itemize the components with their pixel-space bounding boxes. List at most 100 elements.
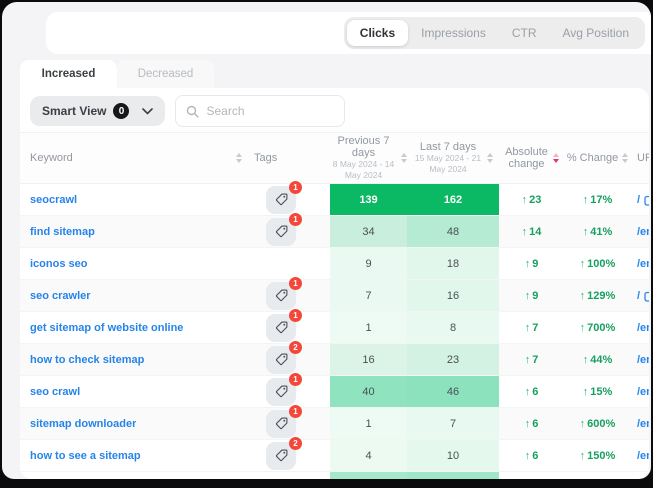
keyword-link[interactable]: how to check sitemap: [30, 353, 145, 366]
percent-change-column-header: % Change: [566, 152, 619, 164]
prev-clicks-cell: 9: [330, 248, 407, 279]
absolute-change-sort-icon-active[interactable]: [552, 153, 559, 163]
chevron-down-icon: [142, 107, 154, 115]
tags-column-header: Tags: [254, 152, 278, 164]
url-text: /: [637, 193, 641, 206]
tag-count-badge: 1: [289, 372, 302, 386]
metric-tab-ctr[interactable]: CTR: [511, 26, 537, 40]
up-arrow-icon: ↑: [582, 353, 589, 366]
table-body: seocrawl 1 139 162 ↑ 23 ↑ 17% /: [20, 180, 649, 472]
last-clicks-cell: 48: [407, 216, 499, 247]
last-sort-icon[interactable]: [487, 153, 493, 163]
up-arrow-icon: ↑: [524, 353, 531, 366]
up-arrow-icon: ↑: [582, 193, 589, 206]
table-row: seocrawl 1 139 162 ↑ 23 ↑ 17% /: [20, 180, 649, 216]
last-date-range: 15 May 2024 - 21 May 2024: [414, 153, 482, 174]
keyword-link[interactable]: iconos seo: [30, 257, 88, 270]
percent-change-value: 15%: [590, 385, 613, 398]
tag-icon: [275, 417, 288, 430]
prev-clicks-cell: 4: [330, 440, 407, 471]
previous-sort-icon[interactable]: [401, 153, 407, 163]
url-link[interactable]: /en/: [637, 226, 649, 238]
tag-button[interactable]: 2: [266, 436, 302, 470]
table-row: how to check sitemap 2 16 23 ↑ 7 ↑ 44% /…: [20, 340, 649, 376]
up-arrow-icon: ↑: [521, 193, 528, 206]
url-text: /: [637, 289, 641, 302]
percent-change-value: 100%: [587, 257, 616, 270]
table-row: find sitemap 1 34 48 ↑ 14 ↑ 41% /en/: [20, 212, 649, 248]
absolute-change-value: 6: [532, 385, 539, 398]
keyword-link[interactable]: seo crawler: [30, 289, 91, 302]
last-clicks-cell: 7: [407, 408, 499, 439]
keyword-link[interactable]: seo crawl: [30, 385, 81, 398]
tag-button[interactable]: 1: [266, 372, 302, 406]
absolute-change-column-header: Absolute change: [505, 146, 548, 170]
keyword-link[interactable]: how to see a sitemap: [30, 449, 141, 462]
url-link[interactable]: /en/: [637, 258, 649, 270]
keyword-link[interactable]: find sitemap: [30, 225, 95, 238]
tag-button[interactable]: 1: [266, 276, 302, 310]
last-clicks-cell: 46: [407, 376, 499, 407]
percent-change-value: 150%: [587, 449, 616, 462]
absolute-change-value: 9: [532, 289, 539, 302]
tag-button[interactable]: 1: [266, 308, 302, 342]
url-link[interactable]: /: [637, 290, 649, 302]
prev-clicks-cell: 34: [330, 216, 407, 247]
percent-change-value: 44%: [590, 353, 613, 366]
search-icon: [186, 105, 200, 118]
up-arrow-icon: ↑: [579, 257, 586, 270]
up-arrow-icon: ↑: [524, 289, 531, 302]
absolute-change-value: 23: [529, 193, 542, 206]
last-clicks-cell: 10: [407, 440, 499, 471]
url-link[interactable]: /en/: [637, 386, 649, 398]
metric-toolbar: Clicks Impressions CTR Avg Position: [46, 12, 651, 54]
tag-button[interactable]: 1: [266, 212, 302, 246]
prev-clicks-cell: 139: [330, 184, 407, 215]
prev-clicks-cell: 1: [330, 312, 407, 343]
keyword-column-header: Keyword: [30, 152, 73, 164]
percent-change-sort-icon[interactable]: [622, 153, 629, 163]
last-column-header: Last 7 days: [419, 141, 477, 154]
filter-bar: Smart View 0: [20, 88, 649, 132]
tag-button[interactable]: 1: [266, 180, 302, 214]
keywords-table: Keyword Tags Previous 7 days 8 May 2024 …: [20, 132, 649, 479]
up-arrow-icon: ↑: [579, 321, 586, 334]
up-arrow-icon: ↑: [524, 321, 531, 334]
url-link[interactable]: /: [637, 194, 649, 206]
keyword-link[interactable]: get sitemap of website online: [30, 321, 184, 334]
tag-button[interactable]: 2: [266, 340, 302, 374]
up-arrow-icon: ↑: [579, 289, 586, 302]
absolute-change-value: 9: [532, 257, 539, 270]
prev-clicks-cell: 16: [330, 344, 407, 375]
external-link-icon: [644, 290, 649, 302]
tab-increased[interactable]: Increased: [20, 60, 117, 88]
keyword-link[interactable]: sitemap downloader: [30, 417, 137, 430]
keyword-link[interactable]: seocrawl: [30, 193, 78, 206]
tag-count-badge: 2: [289, 436, 302, 450]
smart-view-dropdown[interactable]: Smart View 0: [30, 96, 166, 126]
absolute-change-value: 6: [532, 449, 539, 462]
tab-decreased[interactable]: Decreased: [117, 60, 214, 88]
percent-change-value: 700%: [587, 321, 616, 334]
url-link[interactable]: /en/: [637, 322, 649, 334]
smart-view-label: Smart View: [42, 104, 107, 118]
percent-change-value: 17%: [590, 193, 613, 206]
search-input[interactable]: [206, 104, 317, 118]
up-arrow-icon: ↑: [524, 385, 531, 398]
url-link[interactable]: /en/: [637, 450, 649, 462]
percent-change-value: 129%: [587, 289, 616, 302]
tag-button[interactable]: 1: [266, 404, 302, 438]
metric-tab-avg-position[interactable]: Avg Position: [562, 26, 630, 40]
absolute-change-value: 14: [529, 225, 542, 238]
up-arrow-icon: ↑: [521, 225, 528, 238]
keyword-sort-icon[interactable]: [236, 153, 242, 163]
url-link[interactable]: /en/: [637, 354, 649, 366]
up-arrow-icon: ↑: [579, 417, 586, 430]
tag-icon: [275, 225, 288, 238]
metric-tab-impressions[interactable]: Impressions: [421, 26, 486, 40]
external-link-icon: [644, 194, 649, 206]
last-clicks-cell: 16: [407, 280, 499, 311]
metric-tab-clicks[interactable]: Clicks: [346, 20, 409, 46]
url-link[interactable]: /en/: [637, 418, 649, 430]
